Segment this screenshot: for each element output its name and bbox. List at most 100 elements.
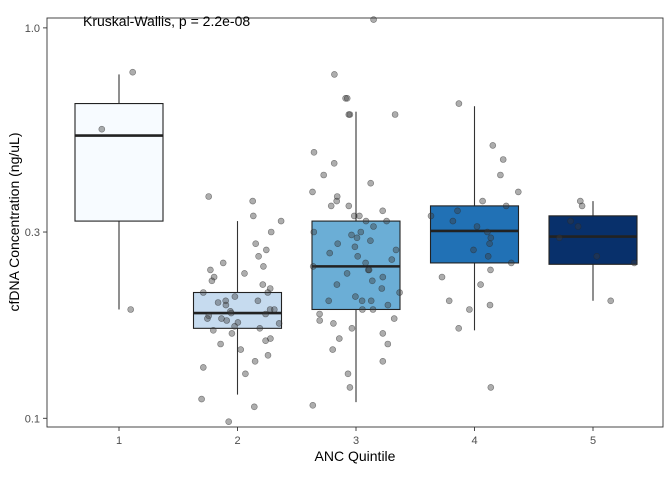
data-point <box>310 228 318 236</box>
box-iqr <box>429 205 520 264</box>
data-point <box>507 259 515 267</box>
data-point <box>438 273 446 281</box>
data-point <box>333 281 341 288</box>
data-point <box>331 71 338 78</box>
data-point <box>262 246 270 254</box>
y-tick-label: 1.0 <box>25 23 40 35</box>
data-point <box>499 156 507 163</box>
data-point <box>222 301 230 309</box>
data-point <box>210 326 217 334</box>
data-point <box>455 100 463 107</box>
data-point <box>264 289 272 296</box>
test-annotation: Kruskal-Wallis, p = 2.2e-08 <box>83 13 250 29</box>
data-point <box>316 310 323 318</box>
data-point <box>129 68 136 76</box>
data-point <box>487 384 495 391</box>
data-point <box>362 217 370 225</box>
data-point <box>254 297 262 305</box>
data-point <box>351 243 359 251</box>
data-point <box>251 403 258 411</box>
data-point <box>255 252 262 260</box>
box-iqr <box>548 215 638 265</box>
y-axis-title: cfDNA Concentration (ng/uL) <box>6 133 22 312</box>
data-point <box>567 217 574 225</box>
data-point <box>593 252 601 260</box>
y-tick-label: 0.1 <box>25 413 40 425</box>
data-point <box>267 228 275 236</box>
data-point <box>348 324 356 332</box>
data-point <box>348 231 355 239</box>
x-axis: 1 2 3 4 5 <box>116 427 596 447</box>
data-point <box>356 212 363 220</box>
data-point <box>330 320 337 327</box>
data-point <box>379 273 387 281</box>
points-group-2 <box>198 193 285 426</box>
data-point <box>326 249 334 257</box>
data-point <box>217 340 224 348</box>
data-point <box>241 270 248 277</box>
data-point <box>210 273 218 281</box>
data-point <box>250 212 257 220</box>
data-point <box>346 384 354 391</box>
data-point <box>256 324 264 332</box>
data-point <box>486 240 493 247</box>
data-point <box>200 289 207 296</box>
x-tick-label: 5 <box>590 435 596 447</box>
data-point <box>266 285 274 292</box>
data-point <box>370 16 377 23</box>
data-point <box>204 315 211 322</box>
data-point <box>367 297 375 305</box>
data-point <box>390 315 398 322</box>
points-group-3 <box>309 16 403 409</box>
data-point <box>325 297 333 305</box>
data-point <box>392 246 400 254</box>
data-point <box>384 301 392 309</box>
data-point <box>214 299 222 306</box>
data-point <box>359 306 366 313</box>
x-tick-label: 4 <box>471 435 477 447</box>
data-point <box>252 240 259 247</box>
data-point <box>208 277 216 285</box>
data-point <box>497 171 504 179</box>
data-point <box>320 171 328 179</box>
points-group-1 <box>98 68 136 313</box>
data-point <box>388 256 396 263</box>
data-point <box>228 330 236 337</box>
data-point <box>342 95 349 102</box>
data-point <box>514 188 522 196</box>
data-point <box>309 188 316 196</box>
box-group-5 <box>548 201 638 301</box>
data-point <box>454 207 461 215</box>
data-point <box>607 297 615 305</box>
data-point <box>251 357 259 365</box>
x-axis-title: ANC Quintile <box>315 448 396 464</box>
data-point <box>267 335 274 342</box>
y-axis: 0.1 0.3 1.0 <box>25 23 47 425</box>
data-point <box>259 281 267 288</box>
data-point <box>231 322 238 330</box>
data-point <box>487 266 494 274</box>
data-point <box>350 212 358 220</box>
data-point <box>473 223 481 230</box>
data-point <box>198 395 205 403</box>
data-point <box>365 266 373 274</box>
data-point <box>455 324 463 332</box>
data-point <box>358 297 366 305</box>
data-point <box>576 197 584 205</box>
data-point <box>266 306 274 313</box>
data-point <box>352 293 359 300</box>
data-point <box>264 351 272 359</box>
data-point <box>127 306 134 313</box>
data-point <box>346 111 354 118</box>
data-point <box>383 217 390 225</box>
points-layer <box>98 16 638 426</box>
data-point <box>309 263 317 270</box>
data-point <box>310 149 318 156</box>
data-point <box>344 370 352 378</box>
data-point <box>479 197 486 205</box>
box-group-1 <box>74 74 164 310</box>
data-point <box>343 270 351 277</box>
data-point <box>231 293 239 300</box>
